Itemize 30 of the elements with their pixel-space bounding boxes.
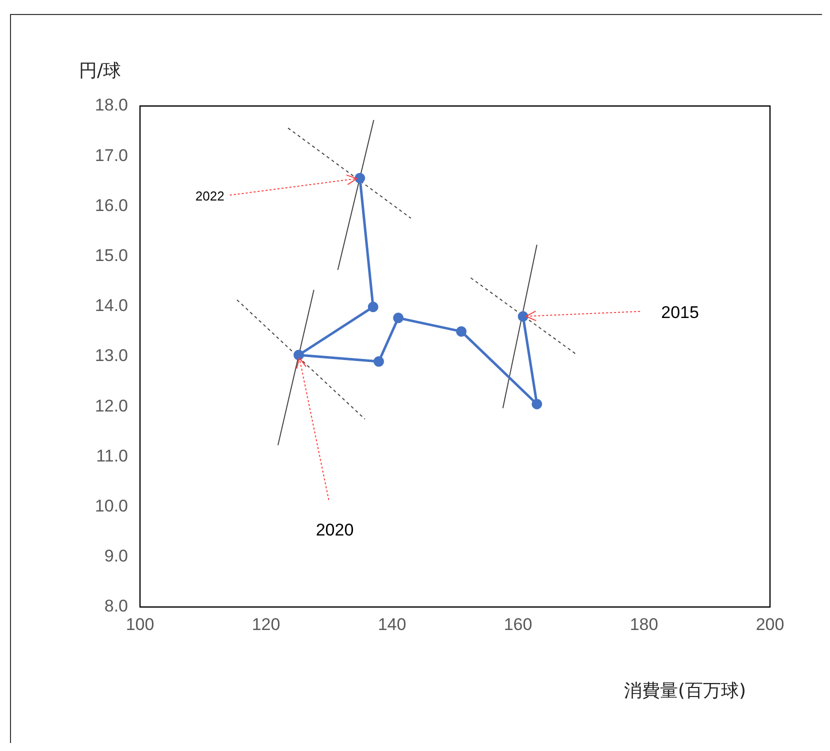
annotation: 2022 [195,188,224,204]
point [374,356,384,367]
x-axis-title: 消費量(百万球) [624,680,746,702]
x-tick-label: 140 [378,614,406,634]
point [532,398,542,410]
point [518,311,528,322]
y-tick-label: 12.0 [94,396,128,416]
y-tick-label: 14.0 [94,296,128,316]
x-tick-label: 200 [756,614,784,634]
y-tick-label: 16.0 [94,196,128,215]
point [294,350,304,360]
y-tick-label: 8.0 [104,596,128,616]
point [456,326,467,337]
point [393,312,404,324]
y-tick-label: 18.0 [94,96,128,115]
y-tick-label: 11.0 [96,446,128,466]
x-tick-label: 100 [126,614,154,634]
y-tick-label: 15.0 [94,246,128,265]
x-tick-label: 120 [252,614,280,634]
x-tick-label: 180 [630,614,658,634]
y-axis-title: 円/球 [78,60,122,82]
y-tick-label: 10.0 [94,496,128,516]
y-tick-label: 17.0 [94,146,128,165]
y-tick-label: 9.0 [104,546,128,566]
point [368,302,378,312]
annotation: 2020 [316,520,354,540]
point [354,172,366,184]
y-tick-label: 13.0 [94,346,128,366]
annotation: 2015 [661,303,699,322]
x-tick-label: 160 [504,614,532,634]
